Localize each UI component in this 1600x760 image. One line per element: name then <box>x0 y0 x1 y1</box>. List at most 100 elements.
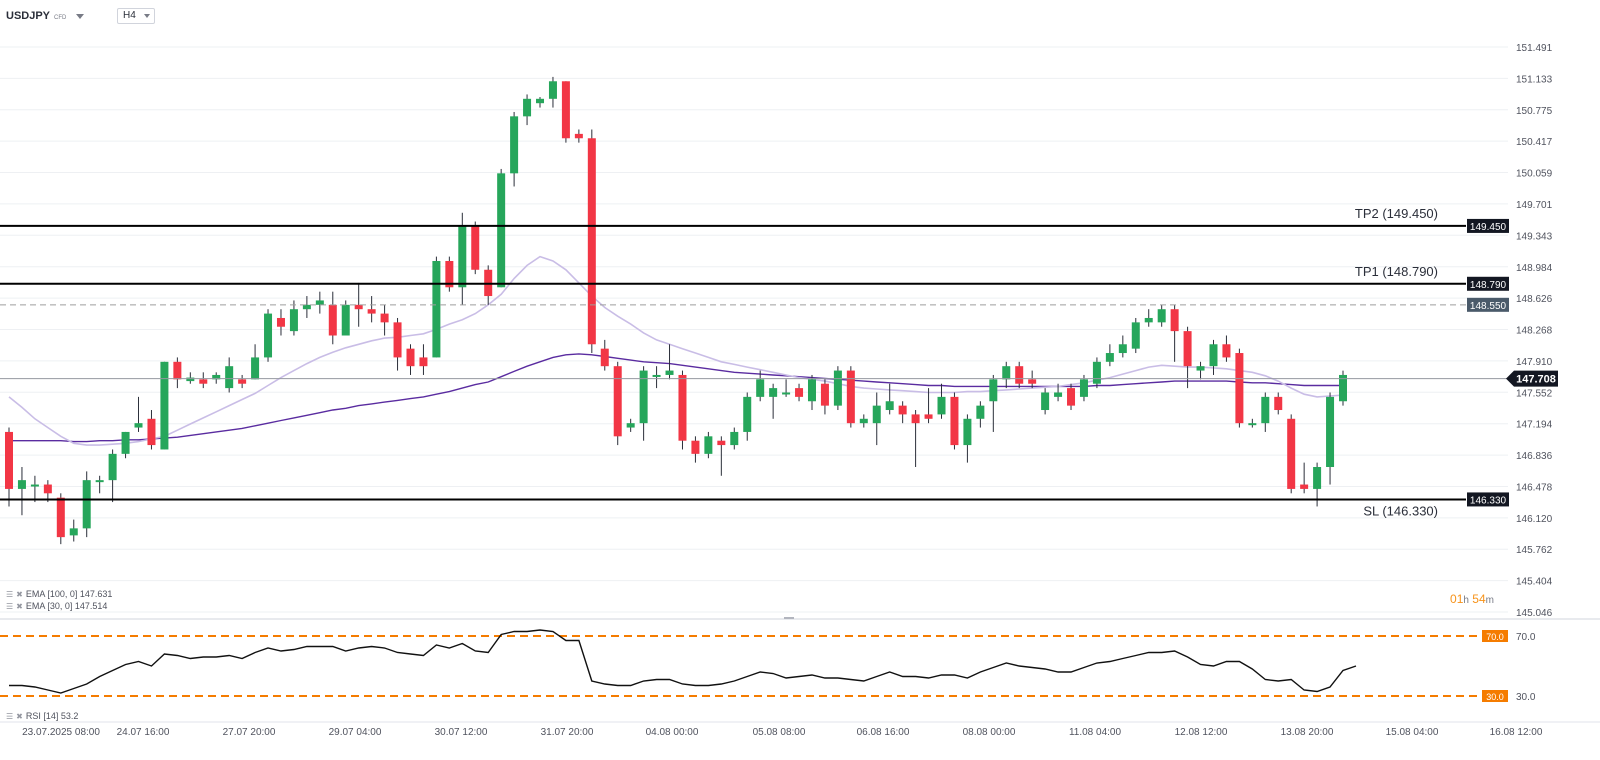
candle-body <box>859 418 868 424</box>
candle-body <box>238 379 247 384</box>
price-tick-label: 147.194 <box>1516 420 1553 431</box>
symbol-dropdown-icon[interactable] <box>76 13 85 19</box>
candle-body <box>1196 366 1205 371</box>
level-price-badge <box>1467 297 1509 312</box>
candle-body <box>1041 392 1050 411</box>
candle-body <box>756 379 765 397</box>
timeframe-select[interactable]: H4 <box>117 8 155 24</box>
candle-body <box>199 379 208 384</box>
symbol-type-tag: CFD <box>54 14 67 21</box>
candle-body <box>186 377 195 382</box>
price-tick-label: 148.626 <box>1516 294 1553 305</box>
candle-body <box>43 484 52 494</box>
candle-body <box>17 480 26 489</box>
price-axis: 151.491 151.133 150.775 150.417 150.059 149.7… <box>1516 43 1553 619</box>
candle-body <box>82 480 91 529</box>
candle-body <box>548 81 557 99</box>
ema100-legend[interactable]: ☰ ✖ EMA [100, 0] 147.631 <box>6 589 112 599</box>
candle-body <box>613 366 622 437</box>
menu-icon[interactable]: ☰ <box>6 711 14 721</box>
level-price-badge-text: 148.790 <box>1470 280 1507 291</box>
current-price-text: 147.708 <box>1516 374 1556 386</box>
time-tick-label: 30.07 12:00 <box>435 727 488 738</box>
time-tick-label: 12.08 12:00 <box>1175 727 1228 738</box>
rsi-bound-badge-text: 30.0 <box>1486 692 1504 702</box>
time-tick-label: 05.08 08:00 <box>753 727 806 738</box>
candle-countdown-timer: 01h 54m <box>1450 592 1494 606</box>
price-tick-label: 151.133 <box>1516 74 1553 85</box>
rsi-panel: 70.0 70.0 30.0 30.0 <box>0 629 1536 703</box>
price-tick-label: 146.478 <box>1516 482 1553 493</box>
candle-body <box>1118 344 1127 354</box>
level-price-badge-text: 148.550 <box>1470 301 1507 312</box>
candle-body <box>419 357 428 367</box>
candle-body <box>717 440 726 446</box>
timer-hours-unit: h <box>1463 595 1469 606</box>
candle-body <box>1028 379 1037 384</box>
candle-body <box>1170 309 1179 332</box>
close-icon[interactable]: ✖ <box>16 601 23 611</box>
candle-body <box>536 98 545 104</box>
menu-icon[interactable]: ☰ <box>6 589 14 599</box>
symbol-header[interactable]: USDJPY CFD <box>6 6 85 26</box>
symbol-name[interactable]: USDJPY <box>6 10 51 22</box>
ema100-layer <box>9 353 1343 443</box>
rsi-legend[interactable]: ☰ ✖ RSI [14] 53.2 <box>6 711 78 721</box>
time-tick-label: 04.08 00:00 <box>646 727 699 738</box>
candle-body <box>898 405 907 415</box>
candle-body <box>574 133 583 139</box>
candle-body <box>1274 396 1283 411</box>
candle-body <box>445 260 454 288</box>
candle-body <box>341 304 350 336</box>
time-tick-label: 08.08 00:00 <box>963 727 1016 738</box>
candle-body <box>743 396 752 432</box>
time-tick-label: 31.07 20:00 <box>541 727 594 738</box>
price-tick-label: 146.836 <box>1516 451 1553 462</box>
price-tick-label: 151.491 <box>1516 43 1553 54</box>
chevron-down-icon <box>144 14 150 18</box>
candle-body <box>315 300 324 305</box>
candle-body <box>1067 388 1076 406</box>
rsi-tick-label: 70.0 <box>1516 632 1536 643</box>
current-price-badge <box>1506 370 1558 387</box>
menu-icon[interactable]: ☰ <box>6 601 14 611</box>
level-label: SL (146.330) <box>1363 503 1438 518</box>
price-tick-label: 150.775 <box>1516 106 1553 117</box>
price-tick-label: 146.120 <box>1516 514 1553 525</box>
time-tick-label: 15.08 04:00 <box>1386 727 1439 738</box>
candle-body <box>134 423 143 428</box>
close-icon[interactable]: ✖ <box>16 589 23 599</box>
ema30-label: EMA [30, 0] 147.514 <box>25 601 108 611</box>
candle-body <box>30 484 39 487</box>
candles-layer <box>5 76 1347 545</box>
time-tick-label: 24.07 16:00 <box>117 727 170 738</box>
candle-body <box>911 414 920 424</box>
rsi-bound-badge-text: 70.0 <box>1486 632 1504 642</box>
candle-body <box>1105 353 1114 362</box>
candle-body <box>1209 344 1218 367</box>
ema30-legend[interactable]: ☰ ✖ EMA [30, 0] 147.514 <box>6 601 107 611</box>
candle-body <box>976 405 985 419</box>
level-price-badge <box>1467 218 1509 233</box>
candle-body <box>639 370 648 424</box>
time-tick-label: 13.08 20:00 <box>1281 727 1334 738</box>
candle-body <box>1015 366 1024 384</box>
candle-body <box>963 418 972 446</box>
timer-hours: 01 <box>1450 592 1464 606</box>
candle-body <box>1144 317 1153 323</box>
candle-body <box>691 440 700 454</box>
candle-body <box>678 374 687 441</box>
rsi-bound-badge <box>1482 690 1508 702</box>
candle-body <box>160 361 169 450</box>
close-icon[interactable]: ✖ <box>16 711 23 721</box>
candle-body <box>989 379 998 402</box>
price-tick-label: 149.343 <box>1516 231 1553 242</box>
candle-body <box>289 309 298 332</box>
candle-body <box>885 401 894 411</box>
candle-body <box>1183 331 1192 367</box>
price-tick-label: 149.701 <box>1516 200 1553 211</box>
candle-body <box>367 309 376 314</box>
candle-body <box>173 361 182 380</box>
candle-body <box>432 260 441 358</box>
